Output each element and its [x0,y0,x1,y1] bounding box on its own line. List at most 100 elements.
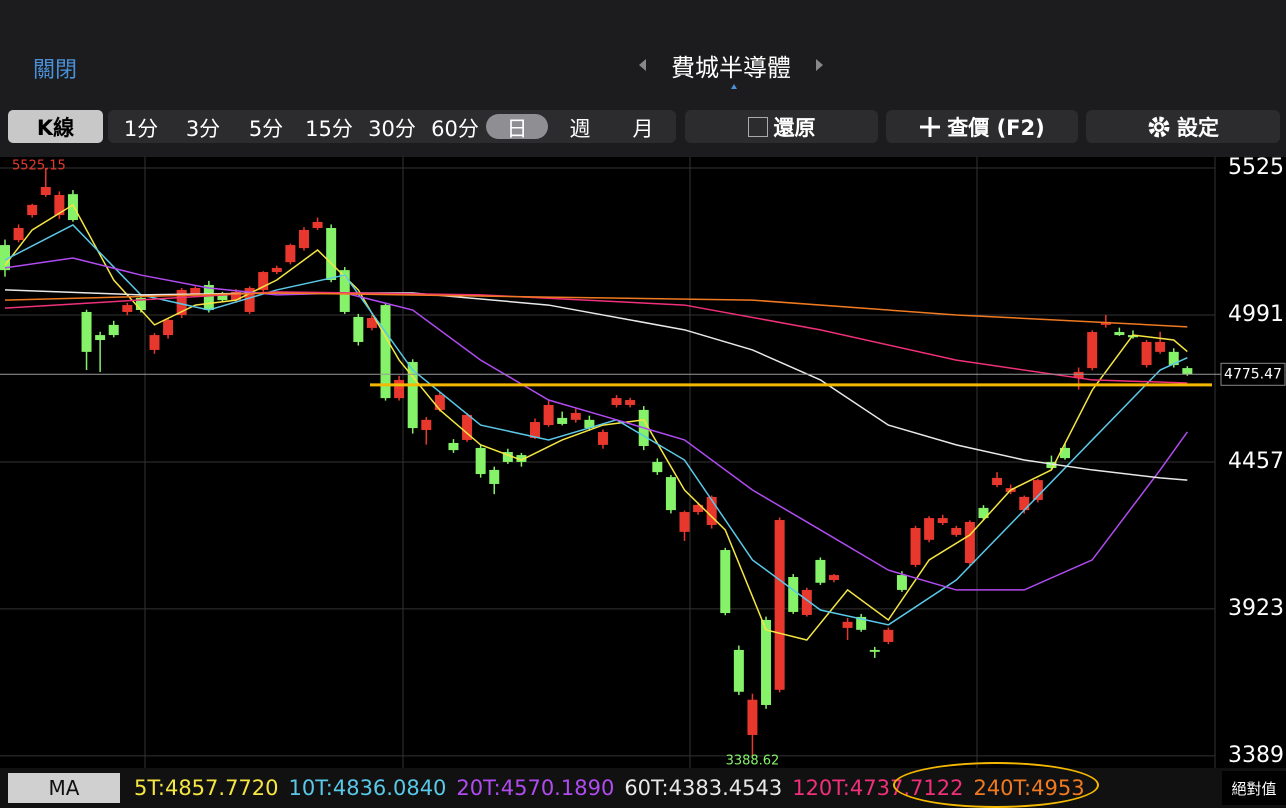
candle-body [203,284,214,311]
candle-body [706,496,717,525]
candle-body [896,575,907,590]
candle-body [1114,332,1125,336]
candle-body [462,414,473,440]
candle-body [828,575,839,581]
candle-body [992,477,1003,486]
legend-entry: 10T:4836.0840 [288,776,447,800]
price-box [1220,362,1286,386]
period-tab[interactable]: 30分 [368,117,416,141]
candle-body [1141,341,1152,366]
candle-body [271,267,282,273]
candle-body [1073,371,1084,379]
candle-body [978,507,989,519]
candle-body [339,270,350,312]
candle-body [693,504,704,513]
candle-body [40,186,51,195]
candle-body [217,294,228,301]
candle-body [1060,447,1071,459]
candle-body [502,452,513,462]
period-tab[interactable]: 1分 [123,117,159,141]
candle-body [366,318,377,328]
candle-body [611,398,622,405]
close-button[interactable]: 關閉 [33,58,78,83]
highlight-ellipse [893,762,1099,808]
candle-body [543,404,554,426]
candle-body [964,521,975,563]
candle-body [81,311,92,352]
candle-body [285,245,296,263]
ma-button[interactable]: MA [8,773,120,803]
candle-body [95,335,106,341]
candle-body [815,559,826,583]
ma-line [4,292,1188,328]
y-tick-label: 5525 [1228,155,1284,180]
candle-body [13,228,24,241]
ma-line [4,257,1188,591]
candle-body [258,272,269,290]
header: 關閉 費城半導體 K線 1分 3分 5分 15分 30分 60分 日 週 月 還原 查價 (F2… [0,0,1286,157]
restore-button[interactable]: 還原 [685,110,878,143]
candle-body [924,518,935,540]
candle-body [1046,461,1057,469]
candle-body [733,649,744,692]
candle-body [176,289,187,315]
candle-body [1100,321,1111,325]
quote-label: 查價 (F2) [947,115,1045,140]
ma-line [4,203,1188,641]
absolute-button[interactable]: 絕對值 [1222,771,1286,805]
candle-body [475,447,486,475]
candle-body [421,419,432,431]
ma-line [4,291,1188,384]
candle-body [67,194,78,221]
candle-body [380,305,391,399]
candle-body [231,291,242,301]
candle-body [1168,351,1179,366]
candle-body [516,455,527,462]
low-label: 3388.62 [726,753,780,768]
plot-bg [0,157,1286,768]
candle-body [407,362,418,429]
candle-body [1032,480,1043,500]
candle-body [910,528,921,565]
y-tick-label: 3923 [1228,596,1284,621]
period-tab[interactable]: 週 [569,117,591,141]
period-tab[interactable]: 60分 [431,117,479,141]
candle-body [557,417,568,424]
candle-body [842,621,853,628]
candle-body [135,297,146,311]
high-label: 5525.15 [12,159,66,174]
candle-body [108,324,119,336]
period-tab[interactable]: 15分 [305,117,353,141]
y-tick-label: 4991 [1228,302,1284,327]
candle-body [530,422,541,439]
candle-body [1155,341,1166,352]
candle-body [747,699,758,735]
candle-body [665,477,676,511]
legend-entry: 20T:4570.1890 [456,776,615,800]
settings-button[interactable]: 設定 [1086,110,1280,143]
period-tab[interactable]: 3分 [185,117,221,141]
candle-body [0,245,10,271]
candle-body [122,305,133,312]
period-tab[interactable]: 日 [506,117,528,141]
period-bar [108,110,676,143]
candle-body [434,395,445,410]
candle-body [570,412,581,420]
candle-body [1182,368,1193,375]
candle-body [951,528,962,535]
legend-entry: 5T:4857.7720 [134,776,279,800]
candle-body [190,288,201,295]
candle-body [883,629,894,642]
period-tab[interactable]: 月 [632,117,654,141]
candle-body [149,335,160,350]
candle-body [625,400,636,405]
period-tab[interactable]: 5分 [248,117,284,141]
quote-button[interactable]: 查價 (F2) [886,110,1078,143]
kline-tab[interactable]: K線 [8,110,103,143]
candle-body [489,469,500,484]
ma-footer: MA 5T:4857.7720 10T:4836.0840 20T:4570.189… [0,762,1286,808]
candle-body [1087,332,1098,369]
candle-body [298,229,309,249]
candle-body [597,431,608,445]
